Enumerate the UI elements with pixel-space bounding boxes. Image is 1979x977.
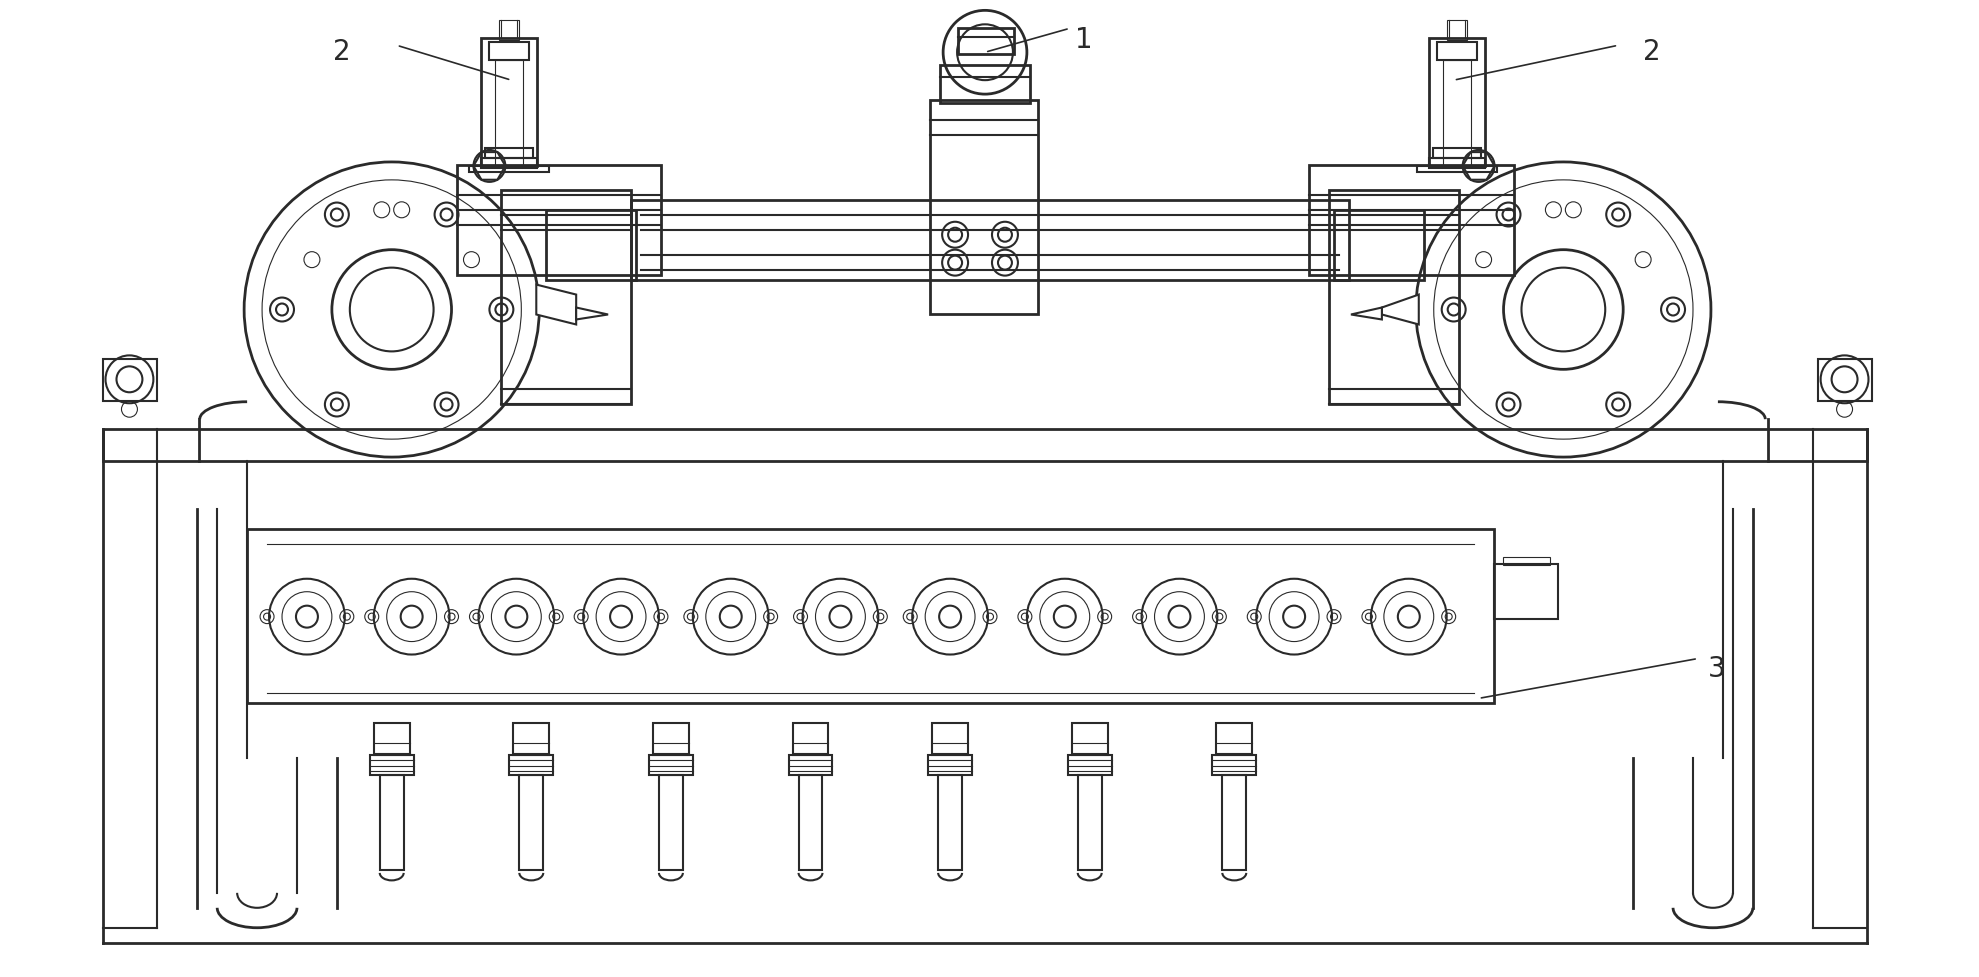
- Bar: [659, 776, 683, 871]
- Bar: [940, 66, 1029, 104]
- Bar: [469, 167, 550, 173]
- Bar: [1443, 62, 1470, 167]
- Text: 3: 3: [1708, 654, 1726, 682]
- Bar: [1069, 755, 1112, 776]
- Bar: [481, 39, 536, 167]
- Bar: [800, 776, 823, 871]
- Bar: [103, 430, 1868, 461]
- Bar: [495, 62, 522, 167]
- Bar: [930, 101, 1037, 316]
- Bar: [1437, 43, 1476, 62]
- Bar: [1079, 776, 1102, 871]
- Bar: [1217, 724, 1253, 755]
- Bar: [380, 776, 404, 871]
- Bar: [938, 776, 962, 871]
- Polygon shape: [536, 285, 576, 325]
- Bar: [1817, 360, 1872, 402]
- Bar: [501, 191, 631, 404]
- Bar: [1330, 191, 1459, 404]
- Text: 2: 2: [1643, 38, 1660, 66]
- Bar: [518, 776, 544, 871]
- Bar: [788, 755, 833, 776]
- Bar: [649, 755, 693, 776]
- Bar: [489, 43, 528, 62]
- Bar: [103, 360, 158, 402]
- Bar: [1073, 724, 1108, 755]
- Bar: [1433, 149, 1480, 159]
- Polygon shape: [1381, 295, 1419, 325]
- Bar: [1308, 166, 1514, 276]
- Bar: [631, 200, 1350, 280]
- Bar: [374, 724, 410, 755]
- Bar: [1223, 776, 1247, 871]
- Bar: [1447, 21, 1466, 41]
- Bar: [1334, 211, 1423, 280]
- Polygon shape: [1352, 308, 1381, 320]
- Bar: [932, 724, 968, 755]
- Text: 1: 1: [1075, 26, 1092, 55]
- Bar: [1494, 564, 1557, 619]
- Bar: [958, 29, 1013, 55]
- Bar: [928, 755, 972, 776]
- Bar: [653, 724, 689, 755]
- Text: 2: 2: [332, 38, 350, 66]
- Bar: [481, 159, 536, 169]
- Bar: [1417, 167, 1496, 173]
- Bar: [1502, 557, 1550, 566]
- Bar: [1429, 39, 1484, 167]
- Bar: [792, 724, 829, 755]
- Polygon shape: [576, 308, 608, 320]
- Bar: [509, 755, 554, 776]
- Bar: [1213, 755, 1257, 776]
- Bar: [1429, 159, 1484, 169]
- Bar: [457, 166, 661, 276]
- Bar: [485, 149, 532, 159]
- Bar: [499, 21, 518, 41]
- Bar: [513, 724, 550, 755]
- Bar: [546, 211, 635, 280]
- Bar: [247, 530, 1494, 703]
- Bar: [370, 755, 414, 776]
